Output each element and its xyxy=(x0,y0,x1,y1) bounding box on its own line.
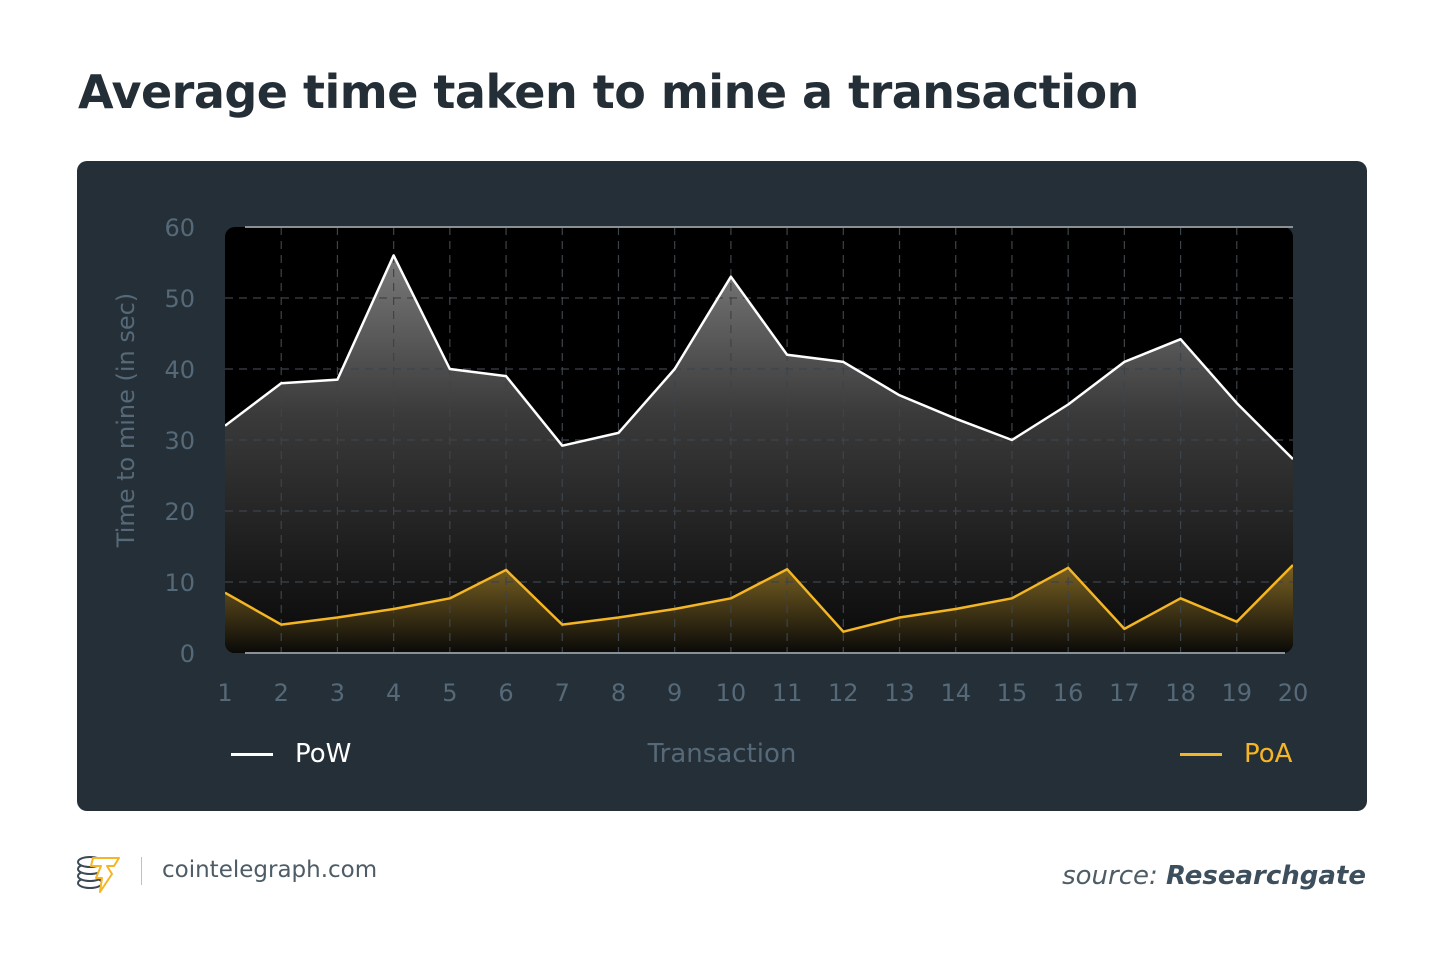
x-tick-label: 15 xyxy=(997,679,1028,707)
cointelegraph-logo-icon xyxy=(76,852,122,898)
pow-area xyxy=(225,255,1293,653)
legend-label-poa: PoA xyxy=(1244,739,1293,769)
x-tick-label: 18 xyxy=(1165,679,1196,707)
x-tick-label: 12 xyxy=(828,679,859,707)
x-tick-label: 6 xyxy=(498,679,513,707)
x-tick-label: 1 xyxy=(217,679,232,707)
chart-card: 0 10 20 30 40 50 60 1 2 3 4 5 6 7 8 9 10 11 12 13 14 15 16 17 18… xyxy=(77,161,1367,811)
poa-line xyxy=(225,564,1293,633)
x-tick-label: 16 xyxy=(1053,679,1084,707)
x-tick-label: 10 xyxy=(716,679,747,707)
x-tick-label: 11 xyxy=(772,679,803,707)
legend-item-pow: PoW xyxy=(231,739,351,769)
y-tick-label: 0 xyxy=(180,640,195,668)
y-tick-label: 30 xyxy=(164,427,195,455)
x-tick-label: 14 xyxy=(940,679,971,707)
source-name: Researchgate xyxy=(1166,861,1366,891)
source-prefix: source: xyxy=(1062,861,1158,891)
footer-divider xyxy=(141,857,142,885)
x-tick-label: 8 xyxy=(611,679,626,707)
x-tick-label: 2 xyxy=(274,679,289,707)
poa-area xyxy=(225,564,1293,653)
x-tick-label: 13 xyxy=(884,679,915,707)
y-tick-label: 10 xyxy=(164,569,195,597)
legend-item-poa: PoA xyxy=(1180,739,1292,769)
y-tick-label: 40 xyxy=(164,356,195,384)
y-tick-label: 20 xyxy=(164,498,195,526)
x-tick-label: 19 xyxy=(1222,679,1253,707)
y-axis-label: Time to mine (in sec) xyxy=(112,293,140,548)
legend-label-pow: PoW xyxy=(295,739,352,769)
x-tick-label: 9 xyxy=(667,679,682,707)
y-tick-label: 60 xyxy=(164,214,195,242)
x-tick-label: 3 xyxy=(330,679,345,707)
y-tick-label: 50 xyxy=(164,285,195,313)
x-tick-label: 4 xyxy=(386,679,401,707)
chart-title: Average time taken to mine a transaction xyxy=(78,65,1139,119)
pow-swatch-icon xyxy=(231,752,273,756)
pow-line xyxy=(225,254,1293,461)
poa-swatch-icon xyxy=(1180,752,1222,756)
x-tick-label: 5 xyxy=(442,679,457,707)
footer-site-link[interactable]: cointelegraph.com xyxy=(162,857,378,883)
source-credit: source: Researchgate xyxy=(1062,861,1366,891)
x-tick-label: 20 xyxy=(1278,679,1309,707)
x-tick-label: 7 xyxy=(555,679,570,707)
x-tick-label: 17 xyxy=(1109,679,1140,707)
